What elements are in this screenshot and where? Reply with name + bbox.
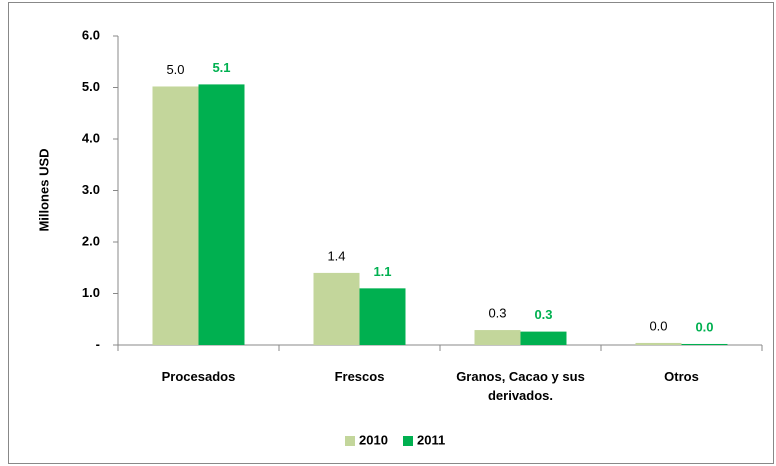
- bar: [681, 343, 728, 345]
- y-tick-label: -: [96, 336, 100, 351]
- x-tick-label: Procesados: [161, 369, 236, 384]
- y-tick-label: 3.0: [82, 182, 100, 197]
- bar: [152, 86, 199, 345]
- y-tick-label: 6.0: [82, 27, 100, 42]
- bar: [474, 330, 521, 345]
- bar: [313, 272, 360, 345]
- bar: [520, 331, 567, 345]
- y-tick-label: 5.0: [82, 79, 100, 94]
- x-tick-label: Granos, Cacao y sus derivados.: [456, 369, 585, 403]
- bar: [635, 342, 682, 345]
- value-label: 5.1: [212, 60, 230, 75]
- y-tick-label: 1.0: [82, 285, 100, 300]
- value-label: 5.0: [166, 62, 184, 77]
- x-tick-label: Otros: [664, 369, 699, 384]
- legend-label: 2010: [359, 432, 388, 447]
- legend-label: 2011: [417, 432, 445, 447]
- bar: [198, 84, 245, 345]
- value-label: 1.4: [327, 248, 345, 263]
- chart-border: [8, 2, 774, 464]
- x-tick-label: Frescos: [334, 369, 385, 384]
- bar: [359, 288, 406, 345]
- y-tick-label: 4.0: [82, 130, 100, 145]
- legend-swatch: [403, 436, 413, 446]
- value-label: 0.3: [534, 307, 552, 322]
- value-label: 0.0: [649, 318, 667, 333]
- y-axis-label: Millones USD: [36, 148, 51, 231]
- value-label: 1.1: [373, 264, 391, 279]
- value-label: 0.3: [488, 306, 506, 321]
- value-label: 0.0: [695, 319, 713, 334]
- y-tick-label: 2.0: [82, 233, 100, 248]
- legend-swatch: [345, 436, 355, 446]
